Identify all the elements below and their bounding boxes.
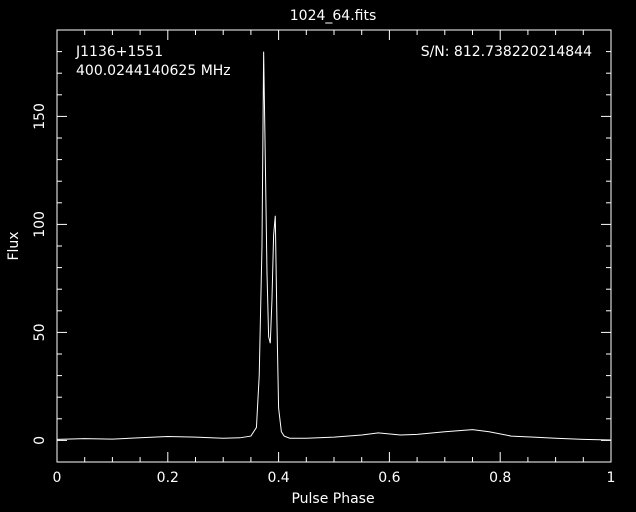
snr-annotation: S/N: 812.738220214844 [421,44,592,60]
y-ticks [57,30,611,462]
x-tick-label: 0.4 [267,470,289,486]
pulse-profile-line [57,52,611,440]
y-tick-label: 150 [32,103,48,130]
chart-title: 1024_64.fits [290,8,377,24]
x-tick-label: 0.8 [489,470,511,486]
x-tick-labels: 0 0.2 0.4 0.6 0.8 1 [53,470,616,486]
frequency-annotation: 400.0244140625 MHz [76,63,231,79]
y-tick-label: 50 [32,323,48,341]
y-tick-label: 0 [32,436,48,445]
x-ticks [57,30,611,462]
plot-frame [57,30,611,462]
x-tick-label: 0.6 [378,470,400,486]
x-tick-label: 0 [53,470,62,486]
y-axis-label: Flux [6,231,22,260]
source-annotation: J1136+1551 [75,44,163,60]
y-tick-label: 100 [32,211,48,238]
y-tick-labels: 0 50 100 150 [32,103,48,445]
x-tick-label: 1 [607,470,616,486]
x-tick-label: 0.2 [157,470,179,486]
x-axis-label: Pulse Phase [291,491,374,507]
